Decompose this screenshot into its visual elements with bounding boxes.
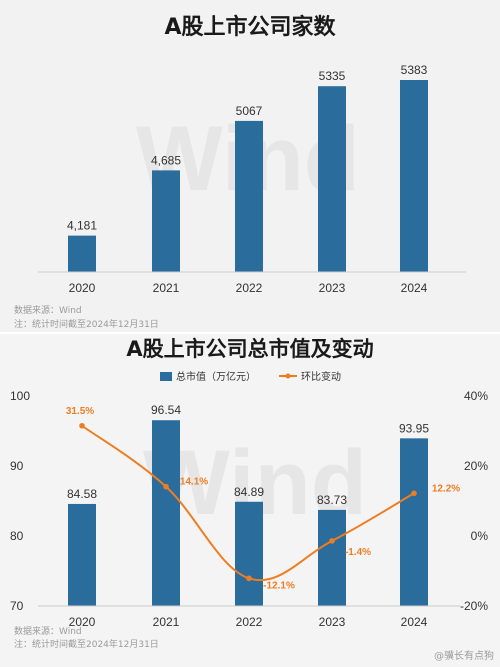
data-label: 4,685 [151, 153, 181, 167]
line-point [246, 575, 252, 582]
bar [152, 170, 180, 272]
data-label: 5067 [236, 104, 263, 118]
data-label: 93.95 [399, 421, 429, 435]
bar [318, 86, 346, 272]
line-point [79, 422, 85, 429]
listed-companies-chart: Wind A股上市公司家数 4,18120204,685202150672022… [14, 14, 466, 330]
corner-credit: @骥长有点狗 [434, 649, 494, 662]
legend-swatch-marker [285, 373, 291, 379]
left-axis-tick: 90 [10, 459, 24, 473]
data-label: 84.58 [67, 487, 97, 501]
bar [400, 438, 428, 606]
line-data-label: -1.4% [345, 547, 371, 558]
legend-label-line: 环比变动 [301, 370, 341, 383]
date-note: 注：统计时间截至2024年12月31日 [14, 638, 159, 650]
x-tick-label: 2022 [236, 615, 263, 629]
line-data-label: 31.5% [66, 406, 94, 417]
panel-divider [0, 332, 500, 334]
chart-title: A股上市公司家数 [164, 14, 336, 40]
right-axis-tick: 20% [464, 459, 488, 473]
x-tick-label: 2020 [69, 615, 96, 629]
data-label: 5335 [319, 69, 346, 83]
source-note: 数据来源：Wind [14, 304, 82, 316]
x-tick-label: 2022 [236, 281, 263, 295]
date-note: 注：统计时间截至2024年12月31日 [14, 318, 159, 330]
legend: 总市值（万亿元） 环比变动 [160, 370, 341, 383]
line-data-label: -12.1% [263, 580, 295, 591]
data-label: 83.73 [317, 493, 347, 507]
data-label: 96.54 [151, 403, 181, 417]
market-cap-chart-panel: Wind A股上市公司总市值及变动 总市值（万亿元） 环比变动 70 80 90 10… [0, 334, 500, 667]
line-data-label: 12.2% [432, 483, 460, 494]
left-axis-tick: 100 [10, 389, 30, 403]
left-axis-tick: 70 [10, 599, 24, 613]
right-axis-tick: -20% [460, 599, 488, 613]
line-point [329, 538, 335, 544]
market-cap-chart: Wind A股上市公司总市值及变动 总市值（万亿元） 环比变动 70809010… [10, 337, 494, 662]
line-point [411, 490, 417, 497]
line-point [163, 483, 169, 490]
bar [400, 80, 428, 272]
bar [318, 509, 346, 606]
legend-label-bar: 总市值（万亿元） [176, 370, 256, 383]
line-data-label: 14.1% [180, 477, 208, 488]
bar [235, 120, 263, 272]
listed-companies-chart-panel: Wind A股上市公司家数 4,18120204,685202150672022… [0, 0, 500, 333]
bar [68, 503, 96, 606]
bar [235, 501, 263, 606]
chart-title: A股上市公司总市值及变动 [126, 337, 373, 361]
legend-swatch-bar [160, 372, 172, 381]
x-tick-label: 2024 [401, 615, 428, 629]
x-tick-label: 2021 [153, 281, 180, 295]
bar [68, 235, 96, 272]
right-axis-tick: 40% [464, 389, 488, 403]
data-label: 5383 [401, 63, 428, 77]
right-axis-tick: 0% [471, 529, 489, 543]
source-note: 数据来源：Wind [14, 625, 82, 637]
x-tick-label: 2023 [319, 615, 346, 629]
data-label: 4,181 [67, 219, 97, 233]
x-tick-label: 2020 [69, 281, 96, 295]
x-tick-label: 2023 [319, 281, 346, 295]
data-label: 84.89 [234, 485, 264, 499]
x-tick-label: 2021 [153, 615, 180, 629]
bar [152, 420, 180, 606]
x-tick-label: 2024 [401, 281, 428, 295]
left-axis-tick: 80 [10, 529, 24, 543]
